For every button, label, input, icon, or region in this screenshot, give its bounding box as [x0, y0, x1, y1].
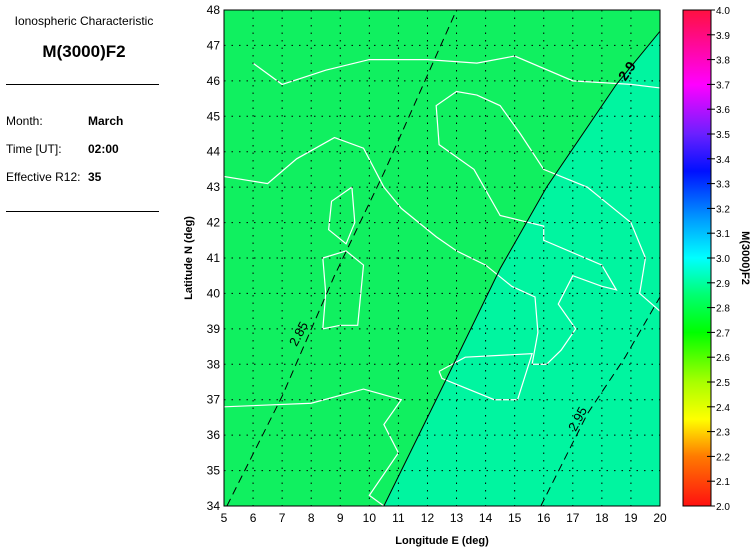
- divider: [6, 211, 159, 212]
- y-axis-label: Latitude N (deg): [183, 216, 195, 300]
- x-tick-label: 14: [479, 511, 493, 525]
- colorbar-tick-label: 3.7: [716, 80, 730, 91]
- month-label: Month:: [6, 114, 43, 128]
- colorbar-tick-label: 2.5: [716, 378, 730, 389]
- y-tick-label: 45: [207, 109, 221, 123]
- x-tick-label: 13: [450, 511, 464, 525]
- colorbar-label: M(3000)F2: [739, 231, 751, 285]
- y-tick-label: 46: [207, 74, 221, 88]
- x-tick-label: 20: [653, 511, 667, 525]
- colorbar-tick-label: 3.6: [716, 105, 730, 116]
- contour-line: [383, 30, 660, 506]
- colorbar-tick-label: 2.8: [716, 304, 730, 315]
- colorbar: [682, 9, 712, 507]
- x-tick-label: 17: [566, 511, 580, 525]
- map-area: 2.852.92.95: [224, 10, 660, 506]
- coastline: [322, 250, 365, 330]
- coastline: [252, 55, 660, 89]
- x-tick-label: 18: [595, 511, 609, 525]
- colorbar-tick-label: 2.7: [716, 328, 730, 339]
- y-tick-label: 37: [207, 393, 221, 407]
- y-tick-label: 43: [207, 180, 221, 194]
- contour-line: [540, 296, 660, 506]
- y-tick-label: 41: [207, 251, 221, 265]
- x-tick-label: 9: [337, 511, 344, 525]
- time-label: Time [UT]:: [6, 142, 62, 156]
- coastline: [224, 388, 403, 506]
- r12-value: 35: [88, 170, 102, 184]
- colorbar-tick-label: 3.8: [716, 56, 730, 67]
- colorbar-tick-label: 3.5: [716, 130, 730, 141]
- x-tick-label: 10: [363, 511, 377, 525]
- colorbar-tick-label: 2.3: [716, 428, 730, 439]
- colorbar-tick-label: 2.0: [716, 502, 730, 513]
- time-value: 02:00: [88, 142, 119, 156]
- y-tick-label: 44: [207, 145, 221, 159]
- colorbar-tick-label: 2.6: [716, 353, 730, 364]
- divider: [6, 84, 159, 85]
- r12-label: Effective R12:: [6, 170, 81, 184]
- map-frame: [223, 9, 661, 507]
- colorbar-tick-label: 3.0: [716, 254, 730, 265]
- colorbar-tick-label: 2.2: [716, 452, 730, 463]
- colorbar-tick-label: 3.2: [716, 204, 730, 215]
- panel-heading: Ionospheric Characteristic: [14, 14, 154, 28]
- colorbar-tick-label: 3.9: [716, 31, 730, 42]
- x-tick-label: 12: [421, 511, 435, 525]
- y-tick-label: 34: [207, 499, 221, 513]
- x-axis-label: Longitude E (deg): [395, 535, 489, 547]
- parameter-title: M(3000)F2: [42, 42, 126, 61]
- x-tick-label: 7: [279, 511, 286, 525]
- y-tick-label: 48: [207, 3, 221, 17]
- coastline: [328, 186, 356, 245]
- colorbar-tick-label: 3.1: [716, 229, 730, 240]
- month-value: March: [88, 114, 124, 128]
- colorbar-tick-label: 2.1: [716, 477, 730, 488]
- colorbar-tick-label: 2.9: [716, 279, 730, 290]
- y-tick-label: 38: [207, 357, 221, 371]
- y-tick-label: 35: [207, 464, 221, 478]
- coastline: [224, 90, 660, 365]
- colorbar-tick-label: 4.0: [716, 6, 730, 17]
- x-tick-label: 5: [221, 511, 228, 525]
- y-tick-label: 36: [207, 428, 221, 442]
- x-tick-label: 6: [250, 511, 257, 525]
- contour-line: [226, 10, 457, 506]
- x-tick-label: 19: [624, 511, 638, 525]
- colorbar-tick-label: 2.4: [716, 403, 730, 414]
- y-tick-label: 39: [207, 322, 221, 336]
- x-tick-label: 8: [308, 511, 315, 525]
- x-tick-label: 15: [508, 511, 522, 525]
- y-tick-label: 42: [207, 216, 221, 230]
- region-high: [383, 31, 660, 506]
- y-tick-label: 47: [207, 38, 221, 52]
- x-tick-label: 11: [392, 511, 405, 525]
- x-tick-label: 16: [537, 511, 551, 525]
- colorbar-tick-label: 3.3: [716, 180, 730, 191]
- y-tick-label: 40: [207, 286, 221, 300]
- colorbar-tick-label: 3.4: [716, 155, 730, 166]
